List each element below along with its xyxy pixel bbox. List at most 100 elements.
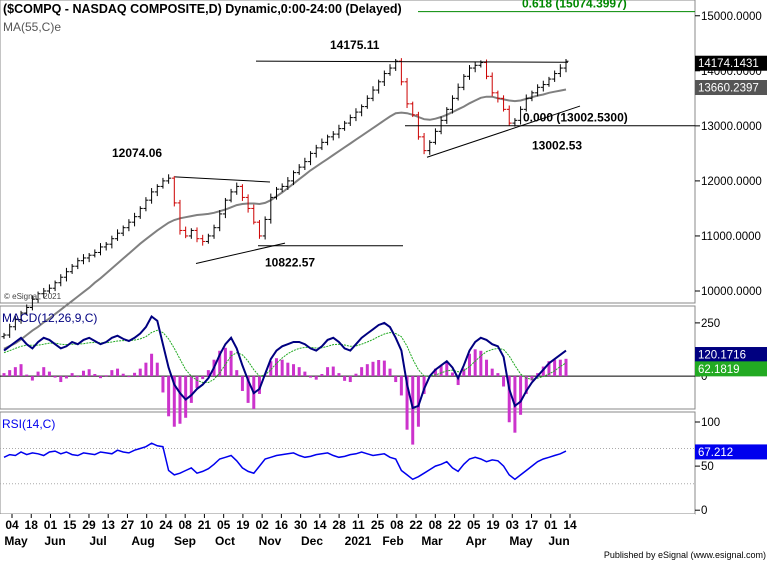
macd-tick-label: 250: [701, 318, 720, 330]
price-bar: [535, 84, 541, 97]
macd-histogram-layer: [2, 347, 568, 445]
macd-histogram-bar: [13, 367, 17, 377]
x-month-label: Oct: [215, 534, 235, 548]
price-bar: [1, 332, 7, 339]
macd-histogram-bar: [150, 353, 154, 377]
price-bars-layer: [1, 58, 569, 339]
price-bar: [455, 83, 461, 101]
macd-histogram-bar: [422, 376, 426, 394]
x-day-label: 01: [544, 518, 558, 532]
rsi-tick-label: 50: [701, 461, 714, 473]
x-month-label: May: [4, 534, 28, 548]
chart-title: ($COMPQ - NASDAQ COMPOSITE,D) Dynamic,0:…: [3, 2, 402, 16]
price-bar: [86, 253, 92, 263]
macd-histogram-bar: [161, 376, 165, 393]
macd-histogram-bar: [462, 368, 466, 377]
price-bar: [160, 177, 166, 189]
x-day-label: 19: [486, 518, 500, 532]
price-bar: [512, 118, 518, 127]
macd-histogram-bar: [456, 376, 460, 386]
price-bar: [137, 206, 143, 219]
macd-histogram-bar: [411, 376, 415, 445]
x-day-label: 24: [159, 518, 173, 532]
rsi-value-tag-bg: [695, 444, 767, 460]
wedge-top-left: [174, 176, 271, 183]
price-bar: [239, 184, 245, 201]
macd-histogram-bar: [445, 362, 449, 377]
macd-histogram-bar: [229, 350, 233, 377]
price-bar: [421, 133, 427, 155]
rsi-label: RSI(14,C): [2, 417, 55, 431]
price-bar: [251, 204, 257, 225]
price-bar: [7, 323, 13, 338]
macd-histogram-bar: [416, 376, 420, 427]
price-bar: [291, 170, 297, 186]
price-bar: [29, 295, 35, 311]
macd-histogram-bar: [167, 376, 171, 417]
rsi-tags-layer: 67.212: [695, 444, 767, 460]
last-price-tag-bg: [695, 55, 767, 71]
macd-histogram-bar: [286, 362, 290, 377]
macd-histogram-bar: [36, 371, 40, 377]
price-bar: [92, 249, 98, 258]
price-bar: [342, 120, 348, 131]
x-day-label: 13: [102, 518, 116, 532]
x-day-label: 14: [563, 518, 577, 532]
price-bar: [427, 140, 433, 155]
macd-lines-layer: [3, 314, 567, 410]
price-bar: [489, 72, 495, 97]
macd-histogram-bar: [269, 361, 273, 377]
x-day-label: 29: [82, 518, 96, 532]
macd-histogram-bar: [343, 376, 347, 381]
macd-histogram-bar: [93, 374, 97, 377]
macd-histogram-bar: [320, 374, 324, 377]
price-bar: [518, 106, 524, 125]
x-day-label: 04: [5, 518, 19, 532]
macd-histogram-bar: [553, 359, 557, 377]
x-day-label: 19: [236, 518, 250, 532]
rsi-value-tag: 67.212: [698, 447, 733, 459]
price-bar: [461, 74, 467, 91]
price-tick-label: 10000.0000: [701, 286, 762, 298]
price-bar: [325, 134, 331, 146]
macd-histogram-bar: [218, 350, 222, 377]
ma-value-tag: 13660.2397: [698, 83, 759, 95]
price-bar: [211, 224, 217, 239]
price-tick-label: 12000.0000: [701, 176, 762, 188]
price-bar: [308, 151, 314, 166]
macd-histogram-bar: [184, 376, 188, 418]
x-month-label: May: [509, 534, 533, 548]
x-day-label: 30: [294, 518, 308, 532]
price-bar: [353, 108, 359, 122]
rsi-tick-label: 0: [701, 505, 707, 517]
x-day-label: 16: [275, 518, 289, 532]
price-bar: [285, 177, 291, 190]
macd-histogram-bar: [326, 367, 330, 377]
price-bar: [444, 107, 450, 124]
price-tick-label: 15000.0000: [701, 11, 762, 23]
x-day-label: 01: [44, 518, 58, 532]
price-bar: [506, 105, 512, 126]
macd-histogram-bar: [240, 376, 244, 391]
x-axis-area: [0, 514, 695, 549]
ma55-line: [3, 88, 567, 350]
x-day-label: 05: [217, 518, 231, 532]
price-bar: [302, 157, 308, 170]
price-bar: [183, 226, 189, 239]
annotation-layer: 0.618 (15074.3997) 14175.11 0.000 (13002.5…: [112, 0, 695, 270]
macd-histogram-bar: [223, 347, 227, 377]
price-bar: [472, 61, 478, 73]
price-bar: [410, 101, 416, 118]
price-gridlines: [695, 15, 700, 292]
macd-histogram-bar: [99, 376, 103, 379]
macd-histogram-bar: [53, 376, 57, 378]
price-bar: [200, 234, 206, 246]
macd-histogram-bar: [519, 376, 523, 415]
macd-histogram-bar: [354, 373, 358, 377]
macd-histogram-bar: [473, 349, 477, 377]
wedge-bottom-left: [195, 242, 286, 264]
macd-histogram-bar: [87, 369, 91, 377]
macd-histogram-bar: [246, 376, 250, 403]
last-price-tag: 14174.1431: [698, 58, 759, 70]
x-day-label: 02: [255, 518, 269, 532]
